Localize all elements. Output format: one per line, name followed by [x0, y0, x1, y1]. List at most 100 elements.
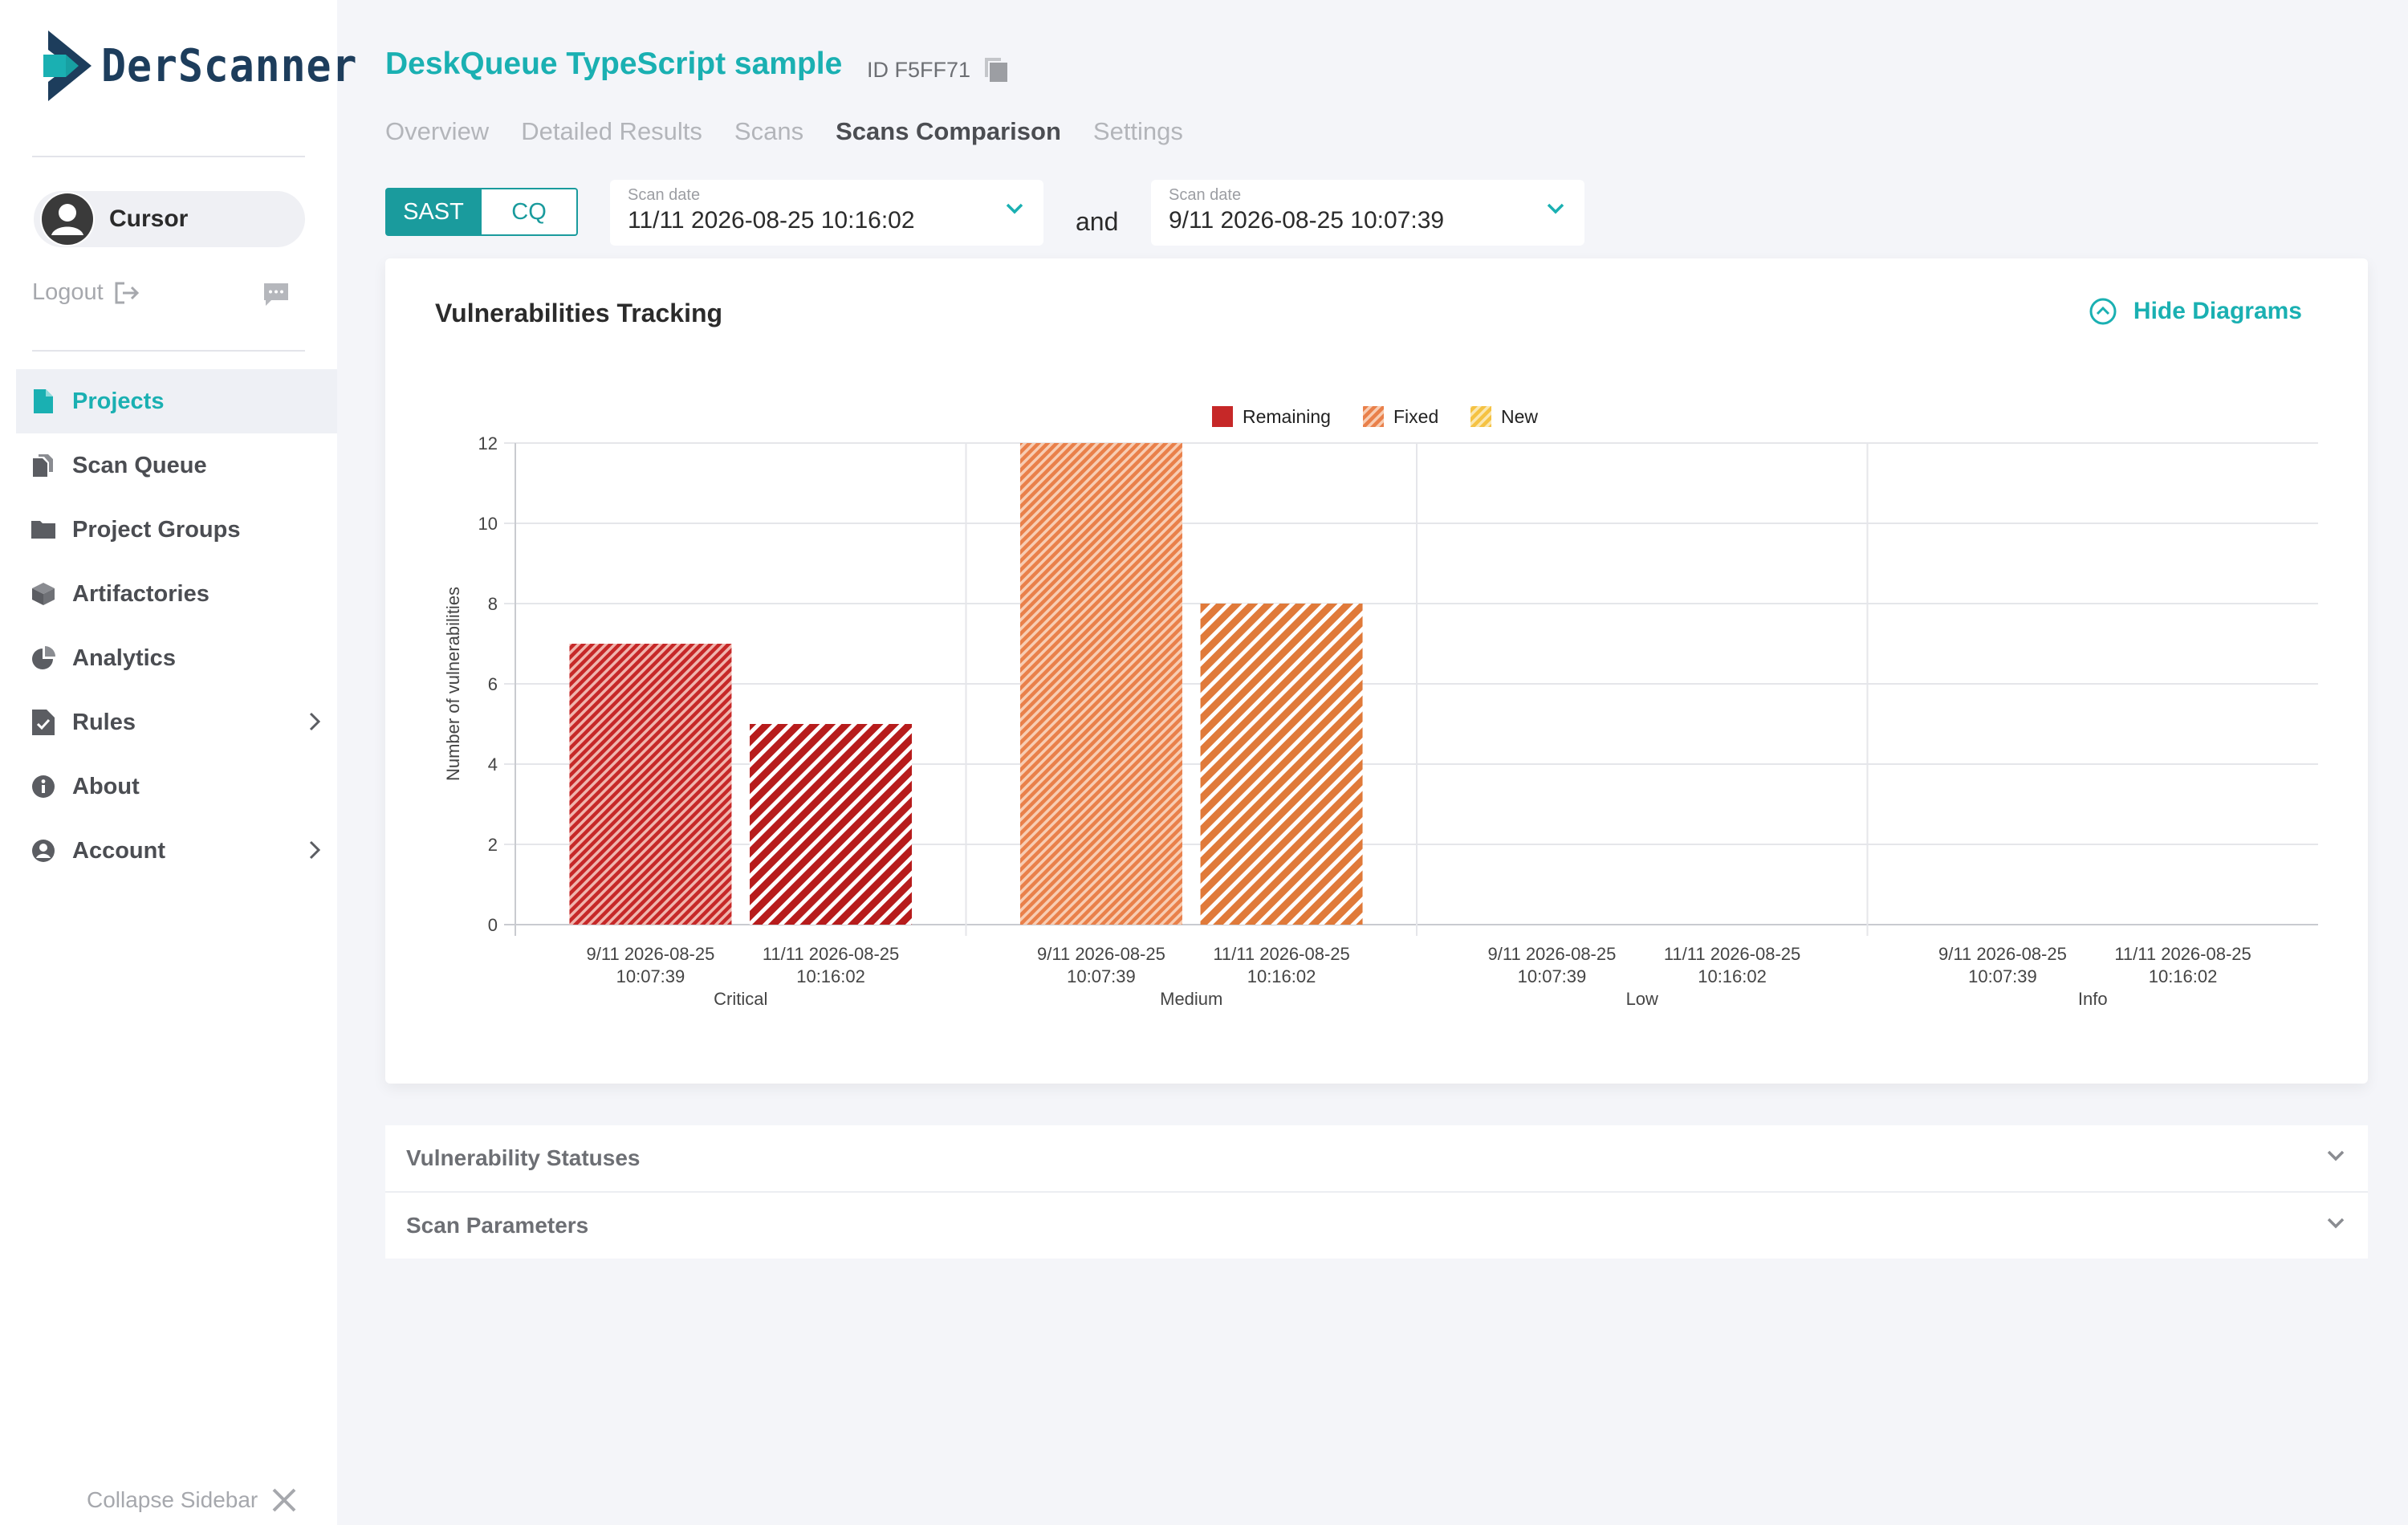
- hide-diagrams-button[interactable]: Hide Diagrams: [2089, 297, 2302, 326]
- chat-icon: [264, 283, 288, 306]
- chevron-down-icon: [2327, 1150, 2345, 1161]
- chart-labels: 0 2 4 6 8 10 12 Number of vulnerabilities 9/11 2…: [443, 433, 2251, 1009]
- tab-scans-comparison[interactable]: Scans Comparison: [836, 117, 1061, 145]
- nav-item-account[interactable]: Account: [16, 819, 337, 883]
- y-tick-label: 10: [478, 514, 498, 534]
- chevron-down-icon: [1547, 203, 1564, 214]
- nav-label: Project Groups: [72, 516, 241, 543]
- sast-toggle-button[interactable]: SAST: [385, 188, 482, 236]
- nav-item-rules[interactable]: Rules: [16, 690, 337, 754]
- x-tick-label: 9/11 2026-08-25: [1488, 944, 1617, 964]
- x-tick-label: 11/11 2026-08-25: [1664, 944, 1800, 964]
- chevron-right-icon: [309, 712, 321, 731]
- scan-date-select-b[interactable]: Scan date 9/11 2026-08-25 10:07:39: [1151, 180, 1584, 246]
- y-tick-label: 8: [488, 594, 498, 614]
- page-title: DeskQueue TypeScript sample: [385, 47, 843, 81]
- x-tick-label: 11/11 2026-08-25: [2114, 944, 2251, 964]
- user-circle-icon: [31, 838, 56, 864]
- nav-label: Rules: [72, 709, 136, 735]
- folder-icon: [31, 517, 56, 543]
- nav-item-project-groups[interactable]: Project Groups: [16, 498, 337, 562]
- tab-detailed-results[interactable]: Detailed Results: [521, 117, 702, 145]
- logout-label: Logout: [32, 279, 104, 305]
- legend-label[interactable]: Fixed: [1393, 406, 1438, 427]
- logout-button[interactable]: Logout: [32, 279, 140, 306]
- scan-date-select-a[interactable]: Scan date 11/11 2026-08-25 10:16:02: [610, 180, 1043, 246]
- legend-label[interactable]: New: [1501, 406, 1538, 427]
- scan-date-value: 9/11 2026-08-25 10:07:39: [1169, 207, 1445, 234]
- nav-label: Scan Queue: [72, 452, 207, 478]
- scan-date-label: Scan date: [628, 186, 701, 204]
- and-label: and: [1076, 207, 1119, 236]
- cq-toggle-button[interactable]: CQ: [482, 188, 578, 236]
- close-icon: [272, 1488, 296, 1512]
- x-tick-label: 10:16:02: [1698, 966, 1767, 986]
- nav-item-scan-queue[interactable]: Scan Queue: [16, 433, 337, 498]
- brand-logo[interactable]: DerScanner: [43, 31, 380, 101]
- chart-bars: [569, 443, 1363, 925]
- pie-chart-icon: [31, 645, 56, 671]
- avatar: [40, 192, 95, 246]
- chevron-down-icon: [2327, 1218, 2345, 1229]
- user-avatar-icon: [42, 193, 93, 245]
- nav-item-projects[interactable]: Projects: [16, 369, 337, 433]
- chart-bar[interactable]: [1200, 604, 1363, 925]
- x-tick-label: 10:07:39: [1968, 966, 2037, 986]
- scan-parameters-panel[interactable]: Scan Parameters: [385, 1193, 2368, 1259]
- vulnerability-statuses-panel[interactable]: Vulnerability Statuses: [385, 1125, 2368, 1191]
- project-tabs: Overview Detailed Results Scans Scans Co…: [385, 117, 1215, 146]
- tab-scans[interactable]: Scans: [734, 117, 804, 145]
- chart-bar[interactable]: [750, 724, 913, 925]
- x-tick-label: 10:16:02: [796, 966, 865, 986]
- scan-date-label: Scan date: [1169, 186, 1242, 204]
- legend-swatch: [1470, 406, 1491, 427]
- x-tick-label: 10:07:39: [1067, 966, 1136, 986]
- scan-type-toggle: SAST CQ: [385, 188, 578, 236]
- x-tick-label: 11/11 2026-08-25: [1213, 944, 1349, 964]
- collapse-label: Collapse Sidebar: [87, 1487, 258, 1512]
- hide-diagrams-label: Hide Diagrams: [2133, 298, 2302, 324]
- y-tick-label: 12: [478, 433, 498, 453]
- group-label: Medium: [1160, 989, 1222, 1009]
- nav-label: Projects: [72, 388, 165, 414]
- collapse-sidebar-button[interactable]: Collapse Sidebar: [87, 1486, 298, 1514]
- user-name: Cursor: [109, 205, 189, 232]
- nav-item-about[interactable]: About: [16, 754, 337, 819]
- group-label: Info: [2078, 989, 2108, 1009]
- card-title: Vulnerabilities Tracking: [435, 299, 723, 327]
- chat-button[interactable]: [262, 281, 291, 312]
- chart-bar[interactable]: [1019, 443, 1182, 925]
- chevron-down-icon: [1006, 203, 1023, 214]
- nav-item-artifactories[interactable]: Artifactories: [16, 562, 337, 626]
- box-icon: [31, 581, 56, 607]
- legend-label[interactable]: Remaining: [1243, 406, 1331, 427]
- x-tick-label: 9/11 2026-08-25: [587, 944, 715, 964]
- copy-icon[interactable]: [983, 56, 1009, 83]
- tab-settings[interactable]: Settings: [1092, 117, 1183, 145]
- user-menu[interactable]: Cursor: [34, 191, 305, 247]
- logo-mark-icon: [43, 31, 92, 101]
- documents-icon: [31, 453, 56, 478]
- legend-swatch: [1363, 406, 1384, 427]
- tab-overview[interactable]: Overview: [385, 117, 490, 145]
- x-tick-label: 10:16:02: [1247, 966, 1316, 986]
- nav-item-analytics[interactable]: Analytics: [16, 626, 337, 690]
- nav-label: Account: [72, 837, 165, 864]
- sidebar: DerScanner Cursor Logout P: [0, 0, 356, 1525]
- x-tick-label: 9/11 2026-08-25: [1938, 944, 2067, 964]
- x-tick-label: 10:07:39: [1518, 966, 1587, 986]
- y-tick-label: 2: [488, 835, 498, 855]
- y-tick-label: 4: [488, 754, 498, 775]
- chart-bar[interactable]: [569, 644, 732, 925]
- chart-legend: Remaining Fixed New: [1212, 406, 1538, 427]
- info-icon: [31, 774, 56, 799]
- vulnerabilities-chart: 0 2 4 6 8 10 12 Number of vulnerabilities 9/11 2…: [443, 406, 2318, 1009]
- divider: [32, 156, 305, 157]
- project-id-label: ID F5FF71: [867, 57, 971, 82]
- y-tick-label: 6: [488, 674, 498, 694]
- panel-title: Scan Parameters: [406, 1213, 589, 1238]
- legend-swatch: [1212, 406, 1233, 427]
- x-tick-label: 10:07:39: [616, 966, 685, 986]
- chevron-right-icon: [309, 840, 321, 860]
- panel-title: Vulnerability Statuses: [406, 1145, 641, 1170]
